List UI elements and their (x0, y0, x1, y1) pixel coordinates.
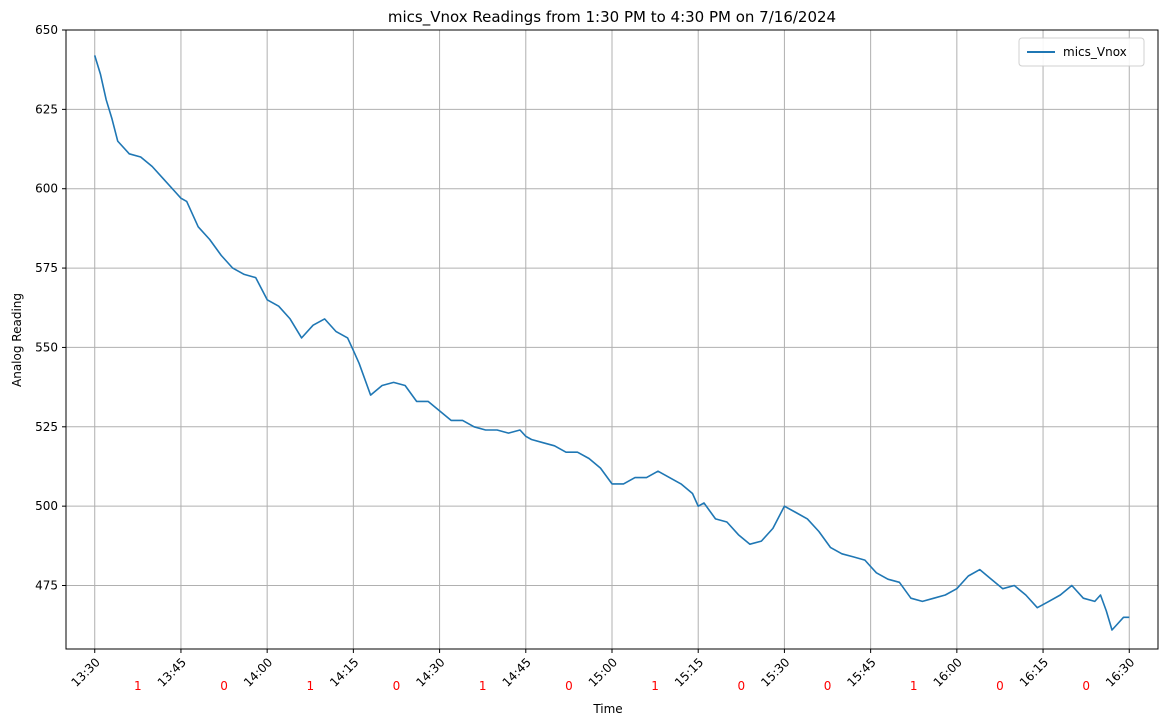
legend-label: mics_Vnox (1063, 45, 1127, 59)
y-tick-label: 525 (35, 420, 58, 434)
y-axis-label: Analog Reading (10, 293, 24, 387)
interval-marker-label: 1 (306, 679, 314, 693)
y-tick-label: 625 (35, 102, 58, 116)
interval-marker-label: 0 (565, 679, 573, 693)
legend-box (1018, 37, 1145, 67)
interval-marker-label: 0 (824, 679, 832, 693)
interval-marker-label: 0 (220, 679, 228, 693)
chart-title: mics_Vnox Readings from 1:30 PM to 4:30 … (388, 8, 836, 27)
interval-marker-label: 1 (479, 679, 487, 693)
y-tick-label: 650 (35, 23, 58, 37)
series-line-mics_Vnox (93, 55, 1130, 631)
interval-marker-label: 1 (651, 679, 659, 693)
y-axis: 475 500 525 550 575 600 625 650 (35, 23, 66, 593)
legend: mics_Vnox (1018, 37, 1145, 67)
interval-marker-label: 0 (393, 679, 401, 693)
y-tick-label: 550 (35, 340, 58, 354)
interval-marker-label: 0 (996, 679, 1004, 693)
grid (66, 29, 1158, 649)
plot-area (93, 55, 1130, 631)
interval-marker-label: 1 (134, 679, 142, 693)
y-tick-label: 575 (35, 261, 58, 275)
interval-marker-label: 1 (910, 679, 918, 693)
interval-markers: 1 0 1 0 1 0 1 0 0 1 0 0 (134, 679, 1090, 693)
interval-marker-label: 0 (1082, 679, 1090, 693)
y-tick-label: 475 (35, 579, 58, 593)
x-axis-label: Time (592, 702, 622, 716)
y-tick-label: 600 (35, 182, 58, 196)
interval-marker-label: 0 (737, 679, 745, 693)
y-tick-label: 500 (35, 499, 58, 513)
